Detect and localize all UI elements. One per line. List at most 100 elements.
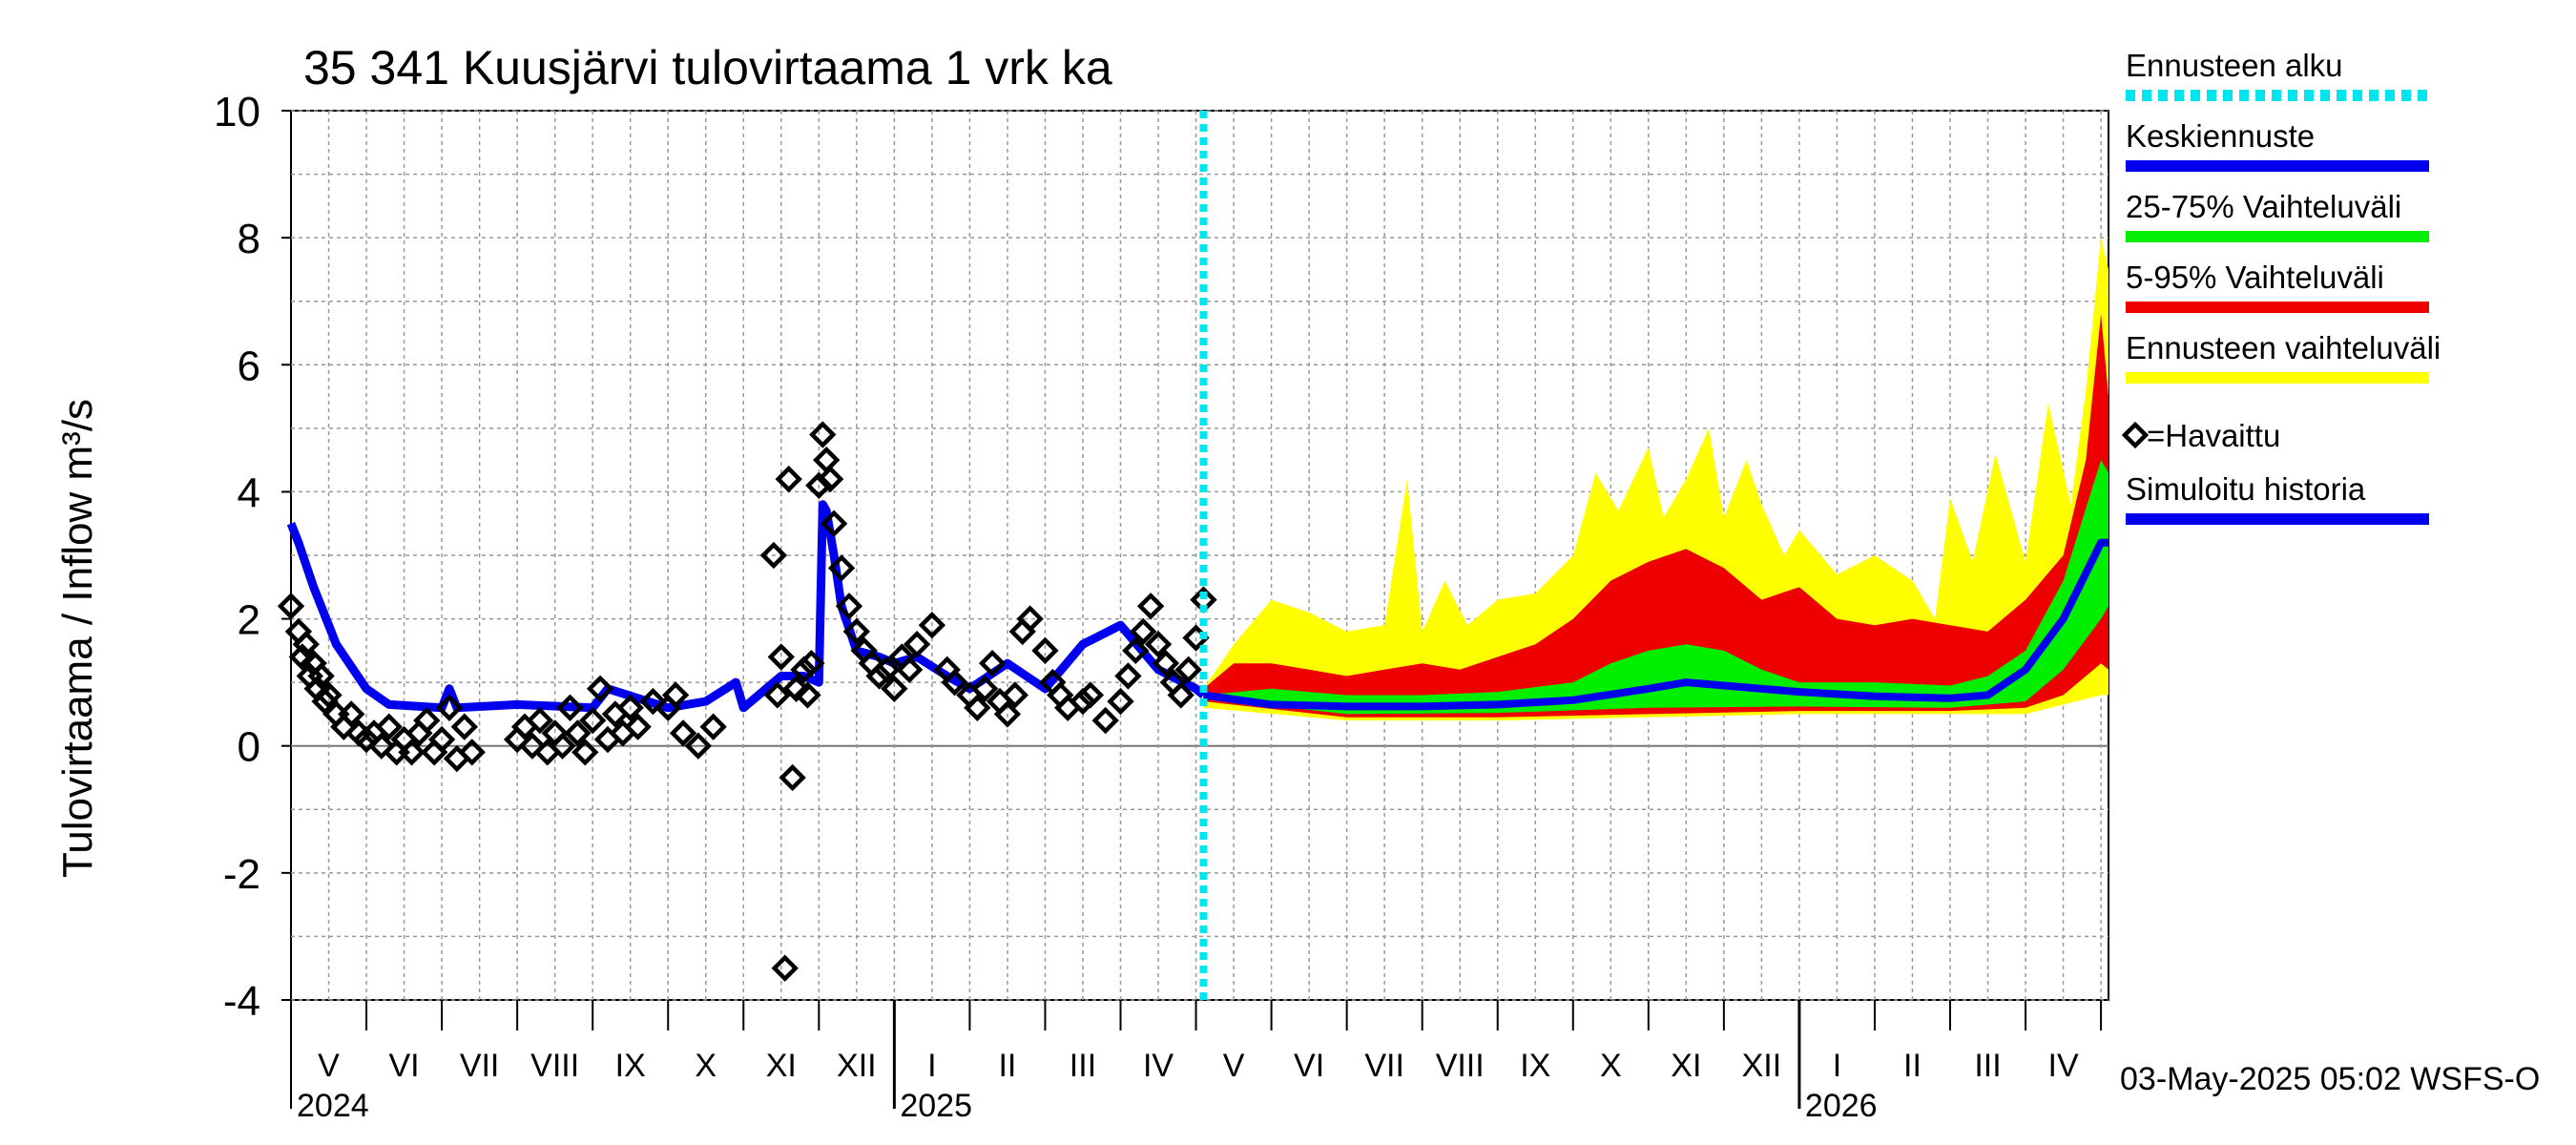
observed-point <box>1031 636 1059 665</box>
month-label: V <box>318 1048 340 1084</box>
month-label: XII <box>1742 1048 1782 1084</box>
observed-point <box>639 687 667 716</box>
year-label: 2024 <box>297 1088 369 1124</box>
legend-label: 5-95% Vaihteluväli <box>2126 260 2384 295</box>
legend-item: Keskiennuste <box>2126 118 2429 172</box>
legend-item: =Havaittu <box>2121 418 2280 453</box>
legend-label: Ennusteen vaihteluväli <box>2126 330 2441 365</box>
legend-item: 5-95% Vaihteluväli <box>2126 260 2429 313</box>
month-label: IV <box>2048 1048 2079 1084</box>
observed-point <box>1136 593 1165 620</box>
y-tick-label: 8 <box>238 216 260 262</box>
month-label: XI <box>1671 1048 1701 1084</box>
observed-point <box>699 713 727 740</box>
observed-point <box>579 706 607 735</box>
observed-point <box>556 694 584 721</box>
y-tick-label: 4 <box>238 469 260 516</box>
month-label: VIII <box>1436 1048 1485 1084</box>
observed-point <box>367 732 396 760</box>
observed-point <box>1174 656 1202 684</box>
month-label: X <box>695 1048 717 1084</box>
observed-point <box>277 593 305 620</box>
line-simuloitu-historia <box>286 500 1207 713</box>
observed-point <box>1016 605 1044 633</box>
observed-point <box>816 465 844 493</box>
observed-point <box>450 713 478 740</box>
month-label: IV <box>1143 1048 1174 1084</box>
observed-point <box>1107 687 1134 716</box>
observed-point <box>798 649 825 677</box>
band-25-75 <box>1203 460 2109 715</box>
observed-point <box>1130 617 1157 646</box>
month-label: VII <box>460 1048 500 1084</box>
observed-point <box>779 763 806 792</box>
month-label: IX <box>615 1048 646 1084</box>
year-label: 2025 <box>900 1088 972 1124</box>
observed-point <box>964 694 991 721</box>
observed-point <box>292 631 320 658</box>
observed-point <box>1167 681 1195 709</box>
legend-label: Ennusteen alku <box>2126 48 2343 83</box>
observed-point <box>586 675 614 702</box>
observed-point <box>873 656 901 684</box>
y-axis-label: Tulovirtaama / Inflow m³/s <box>54 399 101 878</box>
series-lines <box>286 500 2109 713</box>
observed-point <box>413 706 441 735</box>
axes <box>281 110 2103 1109</box>
chart-title: 35 341 Kuusjärvi tulovirtaama 1 vrk ka <box>303 41 1112 94</box>
observed-point <box>549 732 576 760</box>
observed-point <box>1069 687 1097 716</box>
band-ennusteen-vaihteluvali <box>1203 238 2109 721</box>
legend-diamond-icon <box>2121 421 2150 449</box>
observed-point <box>805 471 833 499</box>
observed-point <box>1122 636 1150 665</box>
observed-point <box>881 675 908 702</box>
observed-point <box>375 713 403 740</box>
observed-point <box>1114 662 1142 690</box>
observed-point <box>435 694 464 721</box>
footer-timestamp: 03-May-2025 05:02 WSFS-O <box>2120 1061 2540 1097</box>
observed-point <box>427 725 456 754</box>
month-label: VII <box>1364 1048 1404 1084</box>
month-label: III <box>1974 1048 2001 1084</box>
month-label: III <box>1070 1048 1096 1084</box>
observed-point <box>794 681 821 709</box>
observed-point <box>842 617 871 646</box>
observed-point <box>315 681 343 709</box>
month-label: IX <box>1520 1048 1550 1084</box>
month-label: I <box>1833 1048 1841 1084</box>
legend-label: Keskiennuste <box>2126 118 2315 154</box>
month-label: X <box>1600 1048 1622 1084</box>
month-label: XII <box>837 1048 877 1084</box>
observed-point <box>763 681 792 709</box>
observed-point <box>1076 681 1105 709</box>
observed-point <box>767 643 795 671</box>
observed-point <box>790 656 818 684</box>
observed-point <box>759 541 788 570</box>
observed-point <box>307 662 335 690</box>
observed-point <box>1091 706 1119 735</box>
legend-label: =Havaittu <box>2147 418 2280 453</box>
y-tick-label: -2 <box>223 851 260 898</box>
y-tick-label: 6 <box>238 343 260 389</box>
observed-point <box>661 681 690 709</box>
observed-point <box>978 649 1007 677</box>
observed-point <box>918 612 946 639</box>
observed-point <box>398 739 426 766</box>
observed-point <box>809 421 837 448</box>
observed-point <box>526 706 554 735</box>
observed-point <box>624 713 652 740</box>
month-label: I <box>927 1048 936 1084</box>
x-tick-labels: V VI VII VIII IX X XI XII I II III IV V VI VII VIII IX X X… <box>297 1048 2079 1124</box>
observed-point <box>518 732 547 760</box>
observed-point <box>1001 681 1029 709</box>
observed-point <box>669 719 697 747</box>
observed-point <box>571 739 599 766</box>
observed-point <box>895 656 924 684</box>
legend-item: Simuloitu historia <box>2126 471 2429 525</box>
observed-point <box>782 675 810 702</box>
observed-point <box>616 694 644 721</box>
year-label: 2026 <box>1805 1088 1878 1124</box>
observed-point <box>903 631 931 658</box>
observed-point <box>865 662 893 690</box>
